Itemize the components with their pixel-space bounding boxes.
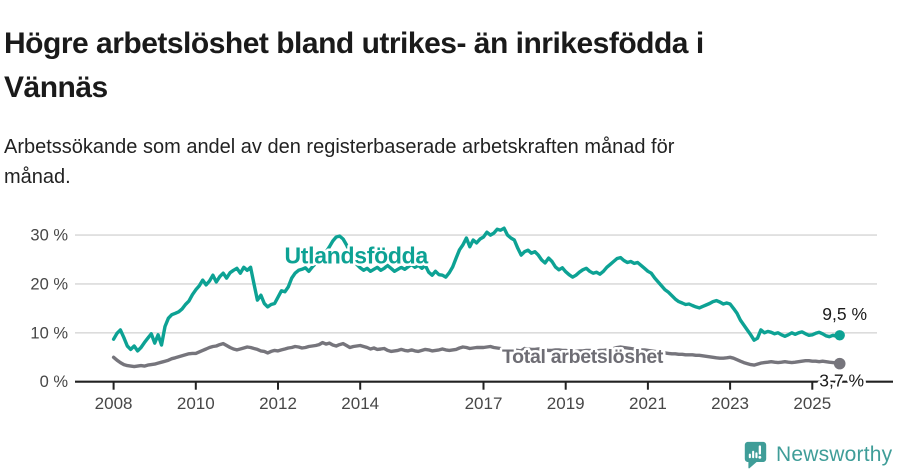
page-subtitle: Arbetssökande som andel av den registerb… [4, 136, 675, 188]
newsworthy-logo: Newsworthy [744, 441, 892, 469]
series-end-dot-utlandsfodda [834, 330, 845, 341]
x-tick-label: 2010 [177, 394, 215, 413]
series-end-dot-total [833, 357, 846, 370]
bar-chart-speech-bubble-icon [744, 441, 767, 469]
brand-name: Newsworthy [776, 443, 893, 466]
y-tick-label: 10 % [30, 324, 68, 342]
series-end-value-total: 3,7 % [819, 371, 864, 391]
series-end-value-utlandsfodda: 9,5 % [822, 304, 867, 324]
x-tick-label: 2017 [465, 394, 503, 413]
x-tick-label: 2008 [95, 394, 133, 413]
x-tick-label: 2012 [259, 394, 297, 413]
x-tick-label: 2023 [711, 394, 749, 413]
x-tick-label: 2019 [547, 394, 585, 413]
series-label-utlandsfodda: Utlandsfödda [285, 243, 429, 269]
unemployment-line-chart: 0 % 10 % 20 % 30 % 2008 2010 2012 2014 2017 2019 2… [30, 226, 893, 413]
x-tick-label: 2021 [629, 394, 667, 413]
series-line-total [111, 340, 842, 369]
x-tick-label: 2014 [341, 394, 379, 413]
y-tick-label: 0 % [40, 373, 69, 391]
x-tick-label: 2025 [793, 394, 831, 413]
series-label-total: Total arbetslöshet [502, 346, 664, 368]
series-line-utlandsfodda [111, 226, 842, 353]
y-tick-label: 30 % [30, 227, 68, 245]
page-title: Högre arbetslöshet bland utrikes- än inr… [4, 27, 704, 105]
y-tick-label: 20 % [30, 275, 68, 293]
